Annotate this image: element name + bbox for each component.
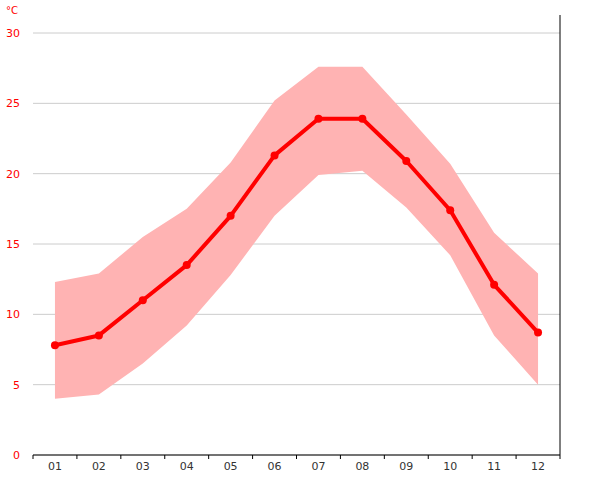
y-tick-label: 25 bbox=[6, 97, 20, 110]
x-tick-label: 11 bbox=[487, 460, 501, 473]
x-tick bbox=[164, 455, 165, 459]
x-tick-label: 05 bbox=[224, 460, 238, 473]
marker bbox=[446, 206, 454, 214]
x-tick bbox=[472, 455, 473, 459]
right-frame bbox=[560, 15, 561, 455]
marker bbox=[139, 296, 147, 304]
plot-area bbox=[51, 67, 542, 399]
x-tick-label: 10 bbox=[443, 460, 457, 473]
marker bbox=[402, 157, 410, 165]
y-tick-label: 30 bbox=[6, 27, 20, 40]
x-tick-label: 08 bbox=[355, 460, 369, 473]
x-tick-label: 12 bbox=[531, 460, 545, 473]
marker bbox=[358, 115, 366, 123]
x-tick bbox=[516, 455, 517, 459]
x-tick-label: 04 bbox=[180, 460, 194, 473]
y-tick-label: 5 bbox=[13, 379, 20, 392]
x-tick bbox=[252, 455, 253, 459]
x-tick bbox=[120, 455, 121, 459]
marker bbox=[51, 341, 59, 349]
x-tick bbox=[76, 455, 77, 459]
x-tick-label: 03 bbox=[136, 460, 150, 473]
y-tick-label: 0 bbox=[13, 449, 20, 462]
x-tick bbox=[340, 455, 341, 459]
marker bbox=[534, 329, 542, 337]
x-tick bbox=[428, 455, 429, 459]
x-tick bbox=[33, 455, 34, 459]
marker bbox=[183, 261, 191, 269]
x-tick bbox=[296, 455, 297, 459]
grid-line bbox=[33, 33, 560, 34]
y-tick-label: 20 bbox=[6, 168, 20, 181]
x-tick-label: 02 bbox=[92, 460, 106, 473]
y-tick-label: 15 bbox=[6, 238, 20, 251]
marker bbox=[314, 115, 322, 123]
x-tick bbox=[208, 455, 209, 459]
x-tick bbox=[384, 455, 385, 459]
x-tick-label: 07 bbox=[311, 460, 325, 473]
marker bbox=[95, 331, 103, 339]
marker bbox=[227, 212, 235, 220]
chart: 051015202530°C010203040506070809101112 bbox=[0, 0, 600, 480]
x-tick-label: 09 bbox=[399, 460, 413, 473]
y-axis-label: °C bbox=[6, 5, 18, 16]
mean-line bbox=[55, 119, 538, 345]
range-band bbox=[55, 67, 538, 399]
x-tick bbox=[560, 455, 561, 459]
x-tick-label: 01 bbox=[48, 460, 62, 473]
x-tick-label: 06 bbox=[268, 460, 282, 473]
marker bbox=[490, 281, 498, 289]
y-tick-label: 10 bbox=[6, 308, 20, 321]
marker bbox=[271, 151, 279, 159]
